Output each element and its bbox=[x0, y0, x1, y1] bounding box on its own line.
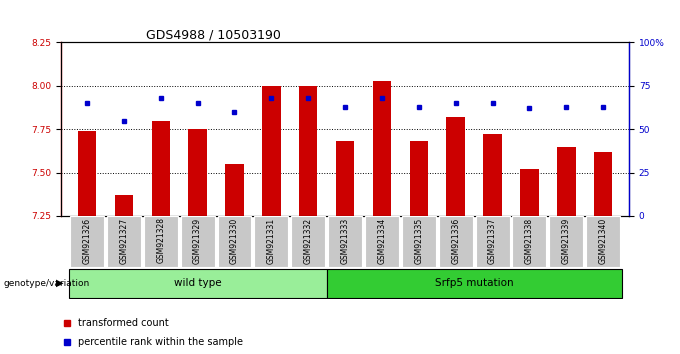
Bar bbox=[365, 216, 399, 267]
Bar bbox=[152, 121, 170, 216]
Bar bbox=[402, 216, 436, 267]
Text: genotype/variation: genotype/variation bbox=[3, 279, 90, 288]
Bar bbox=[586, 216, 620, 267]
Text: GSM921339: GSM921339 bbox=[562, 217, 571, 264]
Text: transformed count: transformed count bbox=[78, 318, 169, 328]
Text: GSM921338: GSM921338 bbox=[525, 217, 534, 264]
Bar bbox=[115, 195, 133, 216]
Bar bbox=[328, 216, 362, 267]
Text: GSM921328: GSM921328 bbox=[156, 217, 165, 263]
Bar bbox=[594, 152, 613, 216]
Bar bbox=[557, 147, 575, 216]
Bar bbox=[336, 141, 354, 216]
Text: GSM921327: GSM921327 bbox=[120, 217, 129, 264]
Text: ▶: ▶ bbox=[56, 278, 64, 288]
Bar bbox=[409, 141, 428, 216]
Bar bbox=[254, 216, 288, 267]
Bar bbox=[69, 269, 326, 297]
Bar bbox=[439, 216, 473, 267]
Bar bbox=[181, 216, 215, 267]
Bar bbox=[262, 86, 281, 216]
Text: wild type: wild type bbox=[174, 278, 222, 288]
Bar bbox=[107, 216, 141, 267]
Bar bbox=[549, 216, 583, 267]
Text: GSM921330: GSM921330 bbox=[230, 217, 239, 264]
Text: GSM921331: GSM921331 bbox=[267, 217, 276, 264]
Bar bbox=[70, 216, 104, 267]
Text: GSM921340: GSM921340 bbox=[598, 217, 608, 264]
Bar bbox=[78, 131, 97, 216]
Text: GSM921326: GSM921326 bbox=[82, 217, 92, 264]
Bar bbox=[225, 164, 243, 216]
Bar bbox=[483, 135, 502, 216]
Text: Srfp5 mutation: Srfp5 mutation bbox=[435, 278, 513, 288]
Text: GDS4988 / 10503190: GDS4988 / 10503190 bbox=[146, 28, 282, 41]
Bar bbox=[218, 216, 252, 267]
Bar bbox=[291, 216, 325, 267]
Text: GSM921329: GSM921329 bbox=[193, 217, 202, 264]
Bar bbox=[299, 86, 318, 216]
Text: GSM921336: GSM921336 bbox=[452, 217, 460, 264]
Text: percentile rank within the sample: percentile rank within the sample bbox=[78, 337, 243, 347]
Text: GSM921335: GSM921335 bbox=[414, 217, 424, 264]
Text: GSM921337: GSM921337 bbox=[488, 217, 497, 264]
Bar bbox=[475, 216, 509, 267]
Bar bbox=[520, 169, 539, 216]
Text: GSM921332: GSM921332 bbox=[304, 217, 313, 264]
Text: GSM921334: GSM921334 bbox=[377, 217, 386, 264]
Text: GSM921333: GSM921333 bbox=[341, 217, 350, 264]
Bar bbox=[326, 269, 622, 297]
Bar bbox=[188, 129, 207, 216]
Bar bbox=[143, 216, 177, 267]
Bar bbox=[513, 216, 547, 267]
Bar bbox=[447, 117, 465, 216]
Bar bbox=[373, 81, 391, 216]
